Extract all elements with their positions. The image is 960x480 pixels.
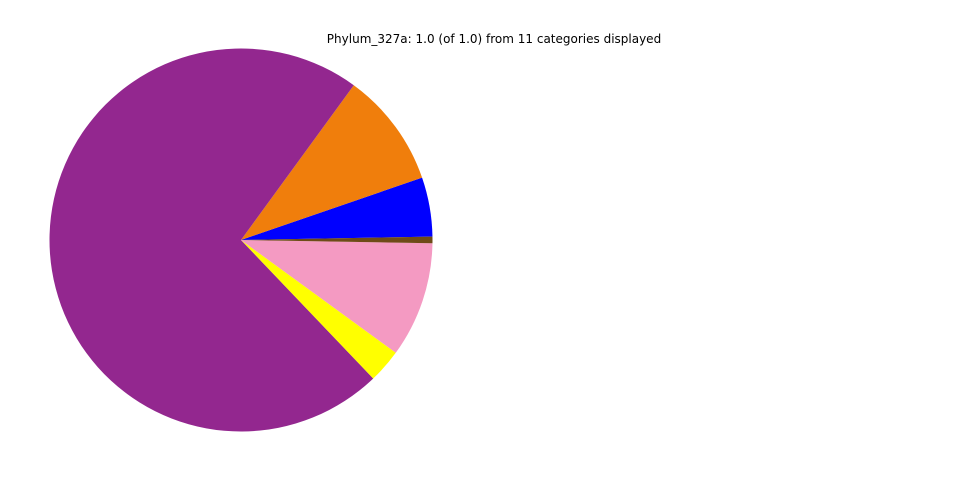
pie-slice-blue <box>241 177 433 240</box>
pie-slice-pink <box>241 240 433 353</box>
pie-slice-brown <box>241 236 433 244</box>
chart-title: Phylum_327a: 1.0 (of 1.0) from 11 catego… <box>326 32 662 46</box>
pie-slice-orange <box>241 85 423 240</box>
pie-slice-yellow <box>241 240 396 379</box>
pie-slice-purple <box>49 48 374 432</box>
